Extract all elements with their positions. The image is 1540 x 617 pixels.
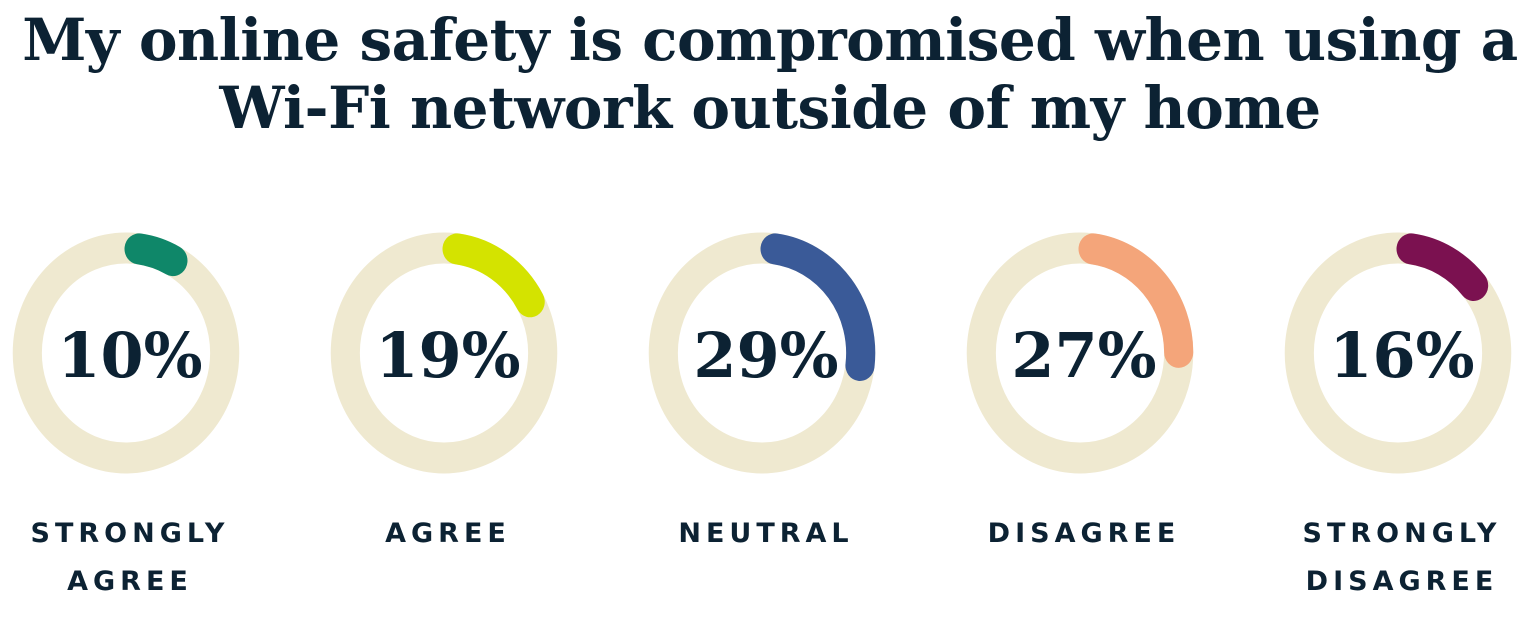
category-label: STRONGLY DISAGREE: [1302, 518, 1502, 597]
donut-arc: [966, 232, 1194, 474]
category-label: DISAGREE: [987, 518, 1181, 549]
value-label: 16%: [1329, 319, 1474, 392]
value-label: 19%: [375, 319, 520, 392]
value-label: 27%: [1011, 319, 1156, 392]
donut-arc: [1284, 232, 1512, 474]
donut-2: [330, 232, 558, 474]
donut-arc: [648, 232, 876, 474]
category-label: NEUTRAL: [678, 518, 854, 549]
category-label: AGREE: [385, 518, 511, 549]
donut-arc: [12, 232, 240, 474]
donut-5: [1284, 232, 1512, 474]
value-label: 29%: [693, 319, 838, 392]
donut-arc: [330, 232, 558, 474]
category-label: STRONGLY AGREE: [30, 518, 230, 597]
value-label: 10%: [57, 319, 202, 392]
donut-3: [648, 232, 876, 474]
donut-1: [12, 232, 240, 474]
donut-4: [966, 232, 1194, 474]
chart-title: My online safety is compromised when usi…: [22, 6, 1518, 142]
